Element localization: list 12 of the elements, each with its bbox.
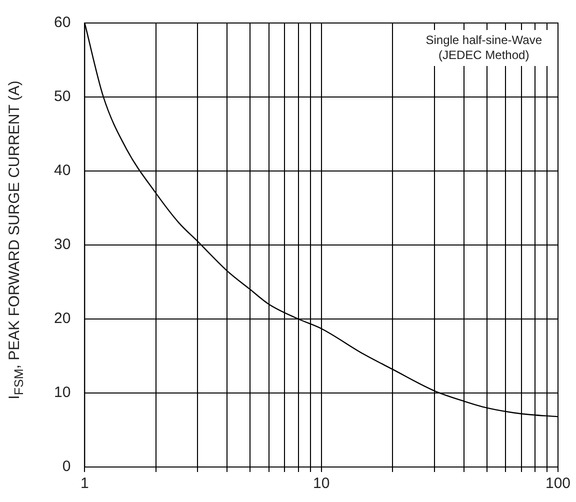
annotation: (JEDEC Method): [438, 48, 530, 63]
y-tick-label: 60: [54, 14, 71, 32]
y-tick-label: 40: [54, 162, 71, 180]
y-tick-label: 20: [54, 310, 71, 328]
x-tick-label: 1: [80, 475, 89, 492]
y-tick-label: 0: [62, 458, 71, 476]
x-tick-label: 100: [545, 475, 571, 492]
y-tick-label: 50: [54, 88, 71, 106]
y-tick-label: 30: [54, 236, 71, 254]
y-tick-label: 10: [54, 384, 71, 402]
x-tick-label: 10: [313, 475, 330, 492]
annotation: Single half-sine-Wave: [426, 33, 542, 48]
